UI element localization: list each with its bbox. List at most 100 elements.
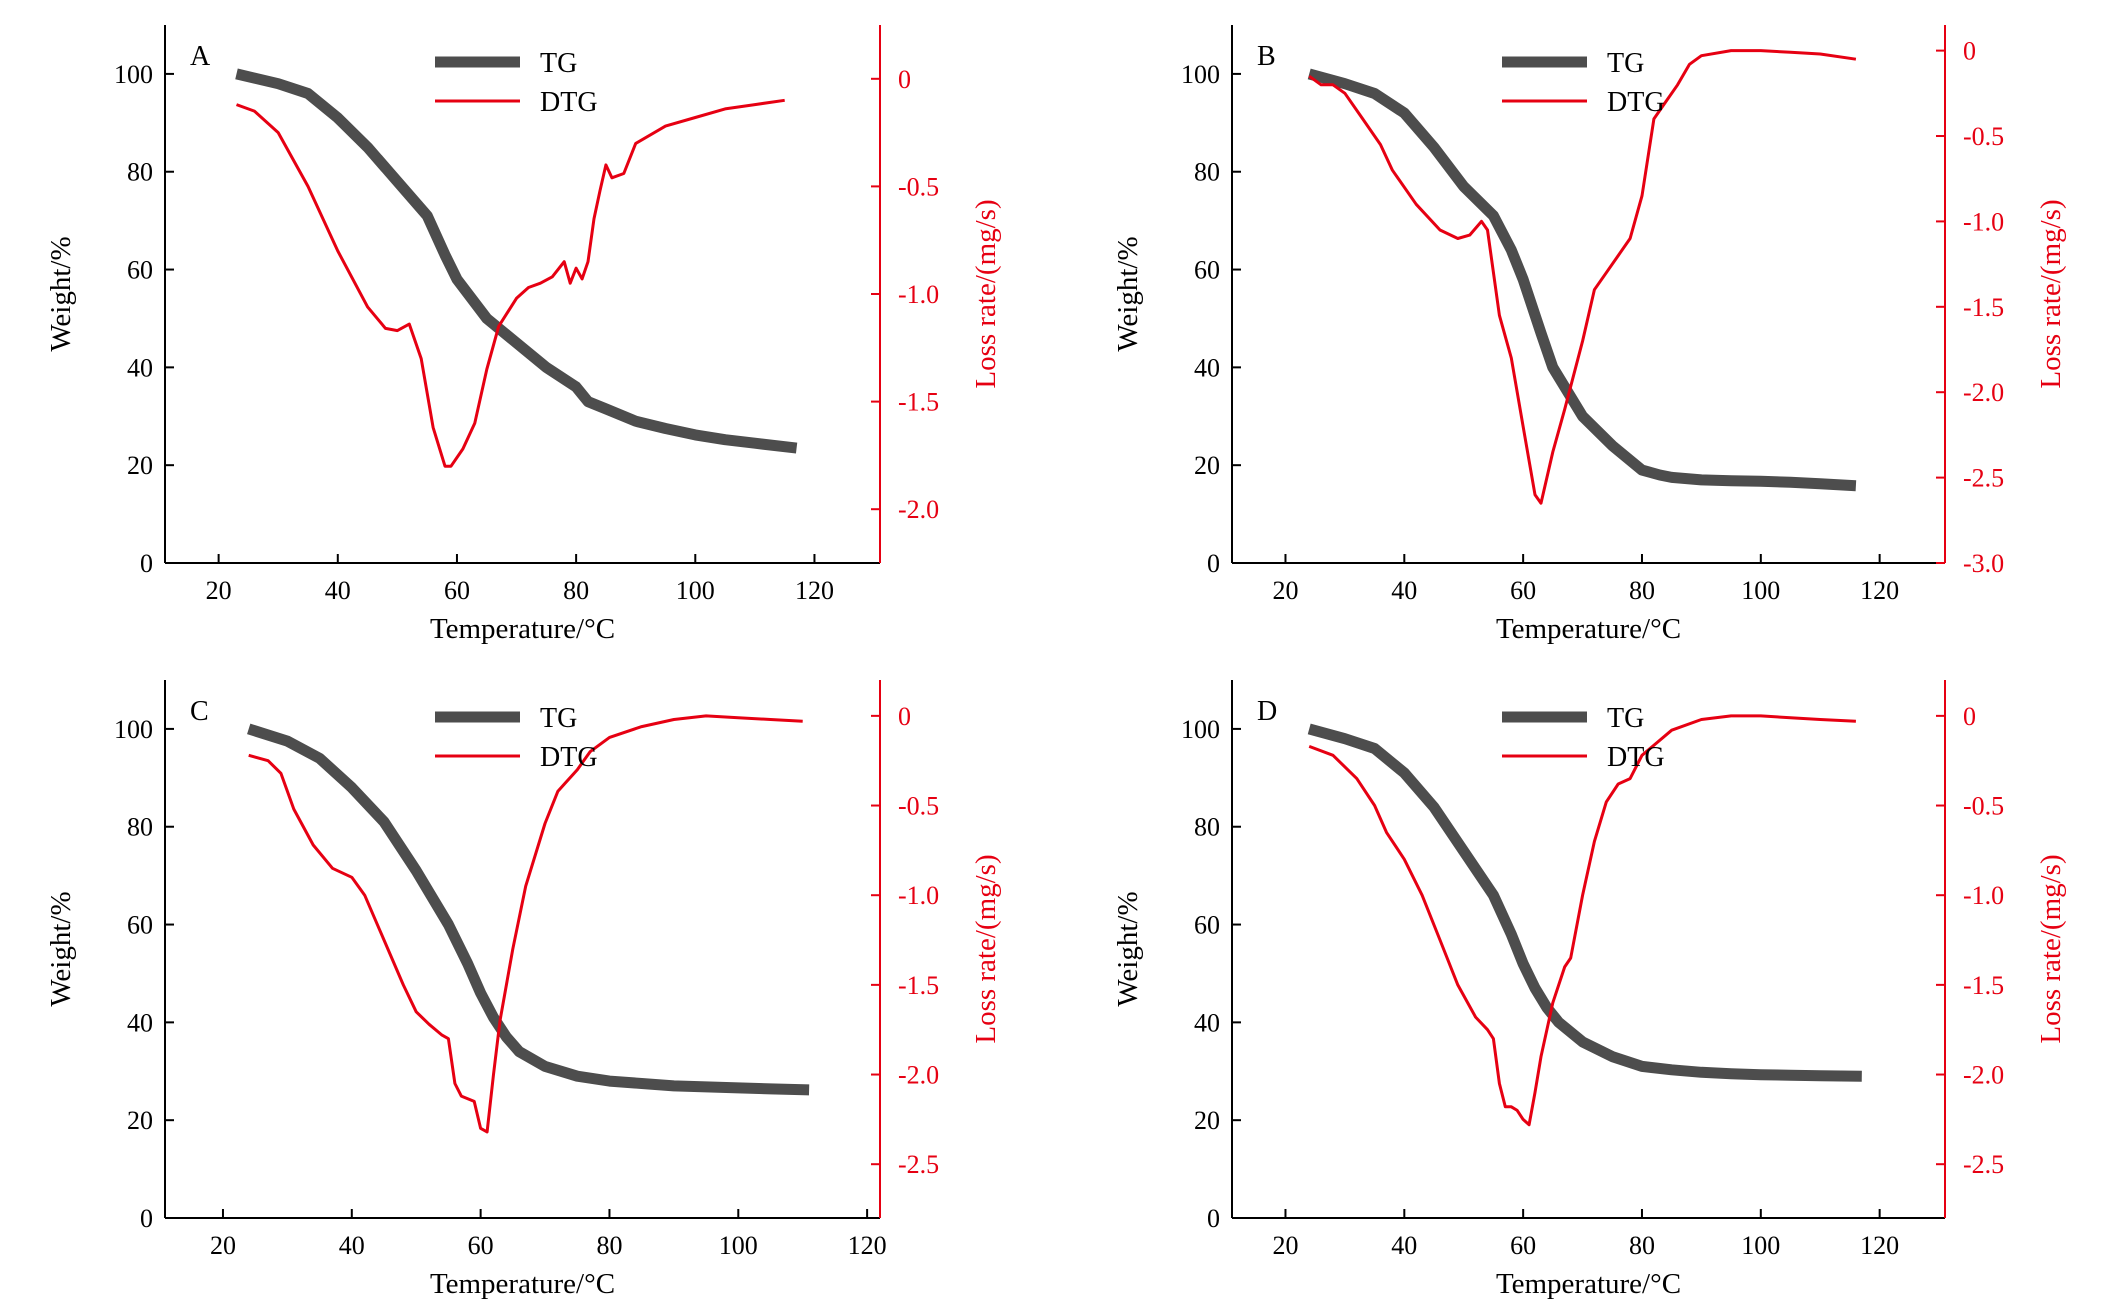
x-tick-label: 100: [719, 1231, 758, 1260]
y-tick-label: 60: [127, 911, 153, 940]
y2-tick-label: -2.5: [898, 1150, 939, 1179]
y-tick-label: 80: [1194, 813, 1220, 842]
y2-tick-label: -1.5: [898, 971, 939, 1000]
tg-series-line: [1307, 68, 1857, 492]
y-tick-label: 40: [127, 1008, 153, 1037]
y-tick-label: 40: [1194, 353, 1220, 382]
y2-tick-label: -3.0: [1963, 549, 2004, 578]
y-tick-label: 0: [140, 1204, 153, 1233]
legend-tg-label: TG: [540, 703, 577, 734]
y2-tick-label: -1.5: [1963, 293, 2004, 322]
x-tick-label: 80: [1629, 1231, 1655, 1260]
y-axis-title: Weight/%: [1112, 236, 1144, 351]
x-tick-label: 20: [206, 576, 232, 605]
panel-label: B: [1257, 41, 1276, 72]
y2-tick-label: -2.5: [1963, 464, 2004, 493]
x-tick-label: 40: [325, 576, 351, 605]
x-tick-label: 20: [1272, 1231, 1298, 1260]
y2-tick-label: -1.0: [898, 881, 939, 910]
panel-label: D: [1257, 696, 1277, 727]
y2-tick-label: -0.5: [898, 172, 939, 201]
y2-tick-label: 0: [1963, 37, 1976, 66]
y-tick-label: 0: [140, 549, 153, 578]
x-tick-label: 100: [1741, 1231, 1780, 1260]
y2-tick-label: -1.0: [898, 280, 939, 309]
panel-label: A: [190, 41, 211, 72]
panel-d: 20 40 60 80 100 120 0 20 40 60 80 100 0 -0.5 -1.0 -1.5 -…: [1112, 680, 2067, 1300]
y-tick-label: 60: [1194, 911, 1220, 940]
y-axis-title: Weight/%: [45, 236, 77, 351]
y-tick-label: 80: [1194, 158, 1220, 187]
panel-label: C: [190, 696, 209, 727]
x-axis-title: Temperature/°C: [430, 1268, 615, 1300]
y-tick-label: 60: [1194, 256, 1220, 285]
panel-a: 20 40 60 80 100 120 0 20 40 60 80 100 0 -0.5 -1.0 -1.5 -…: [45, 25, 1002, 645]
y-tick-label: 40: [127, 353, 153, 382]
y-tick-label: 80: [127, 158, 153, 187]
y-tick-label: 100: [114, 60, 153, 89]
y2-tick-label: 0: [898, 702, 911, 731]
x-tick-label: 80: [1629, 576, 1655, 605]
x-tick-label: 80: [596, 1231, 622, 1260]
legend-tg-label: TG: [540, 48, 577, 79]
y2-axis-title: Loss rate/(mg/s): [970, 199, 1002, 388]
y2-axis-title: Loss rate/(mg/s): [970, 854, 1002, 1043]
tg-series-line: [1307, 723, 1862, 1082]
y-axis-title: Weight/%: [45, 891, 77, 1006]
x-tick-label: 40: [1391, 1231, 1417, 1260]
y-tick-label: 20: [1194, 1106, 1220, 1135]
y-tick-label: 100: [114, 715, 153, 744]
y-tick-label: 40: [1194, 1008, 1220, 1037]
y-tick-label: 20: [127, 1106, 153, 1135]
x-tick-label: 60: [468, 1231, 494, 1260]
legend-dtg-label: DTG: [540, 87, 598, 118]
legend-tg-label: TG: [1607, 48, 1644, 79]
tg-series-line: [247, 723, 810, 1096]
y-tick-label: 100: [1181, 60, 1220, 89]
y2-tick-label: -2.0: [1963, 1061, 2004, 1090]
y2-tick-label: -1.5: [898, 388, 939, 417]
x-tick-label: 60: [1510, 576, 1536, 605]
y2-tick-label: -0.5: [1963, 122, 2004, 151]
x-tick-label: 120: [1860, 576, 1899, 605]
dtg-series-line: [1308, 714, 1856, 1127]
y-tick-label: 20: [1194, 451, 1220, 480]
y2-axis-title: Loss rate/(mg/s): [2035, 854, 2067, 1043]
y-tick-label: 20: [127, 451, 153, 480]
x-tick-label: 20: [1272, 576, 1298, 605]
y2-tick-label: -2.0: [898, 495, 939, 524]
x-axis-title: Temperature/°C: [1496, 1268, 1681, 1300]
y2-tick-label: -0.5: [1963, 792, 2004, 821]
x-tick-label: 20: [210, 1231, 236, 1260]
y-axis-title: Weight/%: [1112, 891, 1144, 1006]
x-axis-title: Temperature/°C: [430, 613, 615, 645]
x-tick-label: 120: [848, 1231, 887, 1260]
y-tick-label: 100: [1181, 715, 1220, 744]
legend-dtg-label: DTG: [1607, 87, 1665, 118]
x-tick-label: 120: [1860, 1231, 1899, 1260]
dtg-series-line: [1308, 49, 1857, 505]
legend-dtg-label: DTG: [1607, 742, 1665, 773]
x-tick-label: 60: [1510, 1231, 1536, 1260]
x-tick-label: 60: [444, 576, 470, 605]
x-axis-title: Temperature/°C: [1496, 613, 1681, 645]
y2-axis-title: Loss rate/(mg/s): [2035, 199, 2067, 388]
x-tick-label: 120: [795, 576, 834, 605]
y2-tick-label: -2.0: [898, 1061, 939, 1090]
panel-b: 20 40 60 80 100 120 0 20 40 60 80 100 0 -0.5 -1.0 -1.5 -…: [1112, 25, 2067, 645]
y-tick-label: 60: [127, 256, 153, 285]
legend-dtg-label: DTG: [540, 742, 598, 773]
y2-tick-label: 0: [1963, 702, 1976, 731]
y2-tick-label: -0.5: [898, 792, 939, 821]
panel-c: 20 40 60 80 100 120 0 20 40 60 80 100 0 -0.5 -1.0 -1.5 -…: [45, 680, 1002, 1300]
dtg-series-line: [235, 98, 785, 468]
y2-tick-label: -1.0: [1963, 881, 2004, 910]
y-tick-label: 0: [1207, 1204, 1220, 1233]
x-tick-label: 80: [563, 576, 589, 605]
y-tick-label: 80: [127, 813, 153, 842]
legend-tg-label: TG: [1607, 703, 1644, 734]
y2-tick-label: -2.5: [1963, 1150, 2004, 1179]
x-tick-label: 100: [1741, 576, 1780, 605]
x-tick-label: 40: [339, 1231, 365, 1260]
